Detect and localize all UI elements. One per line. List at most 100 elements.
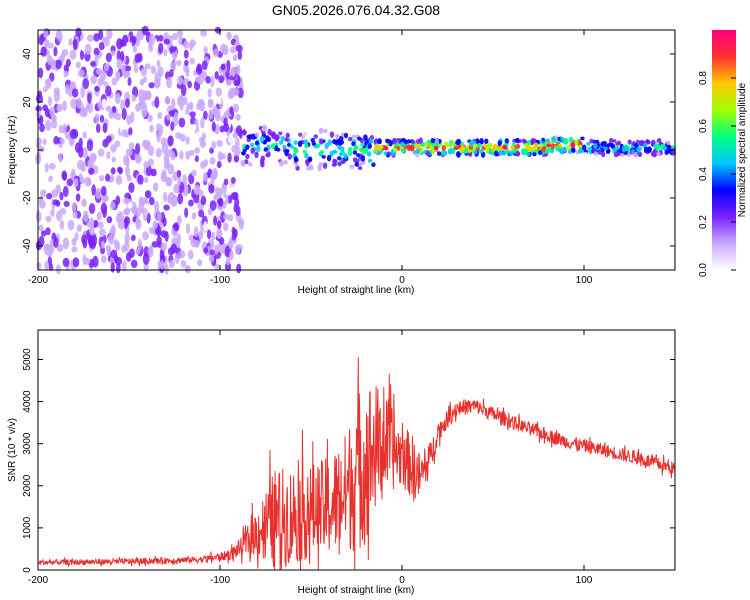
spectrogram-cell bbox=[63, 70, 69, 78]
spectrogram-cell bbox=[47, 42, 54, 49]
spectrogram-cell bbox=[222, 213, 230, 220]
spectrogram-cell bbox=[53, 237, 59, 248]
spectrogram-cell bbox=[220, 211, 226, 223]
spectrogram-cell bbox=[319, 149, 324, 155]
spectrogram-cell bbox=[138, 89, 145, 101]
spectrogram-cell bbox=[232, 191, 239, 201]
spectrogram-cell bbox=[188, 199, 194, 207]
spectrogram-cell bbox=[84, 43, 92, 56]
spectrogram-cell bbox=[231, 144, 238, 153]
spectrogram-cell bbox=[393, 147, 398, 153]
spectrogram-cell bbox=[214, 244, 219, 255]
spectrogram-cell bbox=[207, 100, 214, 109]
spectrogram-cell bbox=[98, 29, 104, 41]
spectrogram-cell bbox=[110, 167, 116, 175]
spectrogram-cell bbox=[670, 148, 676, 155]
spectrogram-cell bbox=[555, 145, 560, 151]
snr-xlabel: Height of straight line (km) bbox=[298, 585, 415, 596]
colorbar-tick-label: 0.4 bbox=[698, 167, 709, 181]
spectrogram-cell bbox=[156, 59, 161, 68]
spectrogram-cell bbox=[332, 139, 337, 145]
spectrogram-cell bbox=[106, 151, 111, 160]
spectrogram-cell bbox=[80, 177, 86, 184]
spectrogram-cell bbox=[130, 234, 136, 242]
spectrogram-cell bbox=[242, 130, 247, 136]
spectrogram-cell bbox=[318, 161, 324, 167]
spectrogram-cell bbox=[218, 236, 225, 245]
spectrogram-cell bbox=[184, 207, 189, 218]
spectrogram-cell bbox=[260, 161, 265, 168]
spectrogram-cell bbox=[103, 63, 110, 72]
spectrogram-cell bbox=[36, 137, 43, 145]
spectrogram-cell bbox=[86, 139, 94, 152]
spectrogram-cell bbox=[237, 87, 244, 99]
spectrogram-cell bbox=[254, 140, 260, 146]
spectrogram-cell bbox=[593, 142, 598, 149]
spectrogram-cell bbox=[347, 136, 353, 142]
spectrogram-cell bbox=[602, 140, 607, 146]
spectrogram-cell bbox=[213, 170, 219, 178]
spectrogram-cell bbox=[141, 105, 148, 118]
colorbar-tick-label: 0.2 bbox=[698, 215, 709, 229]
spectrogram-cell bbox=[482, 143, 488, 148]
snr-xtick-label: -100 bbox=[210, 575, 230, 586]
spectrogram-cell bbox=[125, 165, 130, 177]
spectrogram-cell bbox=[105, 105, 112, 112]
spectrogram-cell bbox=[206, 229, 212, 240]
spectrogram-cell bbox=[161, 142, 169, 155]
spectrogram-cell bbox=[48, 263, 54, 271]
spectrogram-cell bbox=[218, 75, 225, 84]
snr-line bbox=[37, 357, 676, 571]
spectrogram-cell bbox=[105, 52, 112, 63]
spectrogram-cell bbox=[62, 237, 70, 250]
spectrogram-cell bbox=[140, 101, 147, 109]
spectrogram-cell bbox=[36, 152, 41, 164]
spectrogram-cell bbox=[59, 137, 65, 145]
spectrogram-cell bbox=[40, 189, 47, 197]
spectrogram-cell bbox=[351, 129, 356, 136]
spectrogram-cell bbox=[367, 158, 373, 163]
spectrogram-cell bbox=[366, 151, 372, 157]
spectrogram-cell bbox=[90, 241, 97, 250]
spectrogram-cell bbox=[303, 139, 309, 145]
spectrogram-cell bbox=[100, 185, 107, 197]
spectrogram-cell bbox=[120, 50, 125, 62]
spectrogram-cell bbox=[352, 157, 358, 163]
spectrogram-cell bbox=[360, 155, 366, 162]
spectrogram-cell bbox=[217, 97, 222, 105]
spectrogram-cell bbox=[43, 27, 48, 39]
spectrogram-cell bbox=[583, 152, 588, 158]
spectrogram-cell bbox=[189, 111, 196, 118]
spectrogram-cell bbox=[144, 190, 151, 199]
spectrogram-cell bbox=[550, 143, 556, 149]
snr-xtick-label: 100 bbox=[576, 575, 593, 586]
spectrogram-cell bbox=[177, 193, 184, 205]
spectrogram-cell bbox=[374, 139, 379, 144]
spectrogram-cell bbox=[198, 229, 204, 240]
spectrogram-cell bbox=[497, 140, 502, 147]
spectrogram-cell bbox=[183, 49, 189, 59]
spectrogram-cell bbox=[338, 142, 343, 146]
spectrogram-cell bbox=[478, 148, 484, 154]
spectrogram-cell bbox=[98, 41, 105, 51]
spectrogram-cell bbox=[115, 241, 121, 252]
spectrogram-cell bbox=[194, 155, 199, 163]
spectrogram-cell bbox=[157, 112, 163, 120]
spectrogram-cell bbox=[105, 245, 112, 252]
spectrogram-cell bbox=[148, 43, 154, 53]
spectrogram-cell bbox=[322, 162, 328, 169]
spectrogram-cell bbox=[82, 131, 87, 139]
spectrogram-cell bbox=[164, 263, 169, 275]
spectrogram-cell bbox=[116, 38, 123, 50]
spectrogram-cell bbox=[347, 147, 353, 152]
spectrogram-cell bbox=[36, 110, 41, 119]
spectrogram-cell bbox=[306, 166, 311, 171]
spectrogram-cell bbox=[56, 103, 63, 113]
spectrogram-cell bbox=[283, 160, 288, 165]
spectrogram-cell bbox=[608, 137, 614, 144]
spectrogram-cell bbox=[255, 160, 261, 166]
spectrogram-cell bbox=[147, 247, 154, 258]
spectrogram-xtick-label: 0 bbox=[399, 275, 405, 286]
spectrogram-cell bbox=[171, 97, 176, 110]
spectrogram-cell bbox=[232, 132, 238, 139]
